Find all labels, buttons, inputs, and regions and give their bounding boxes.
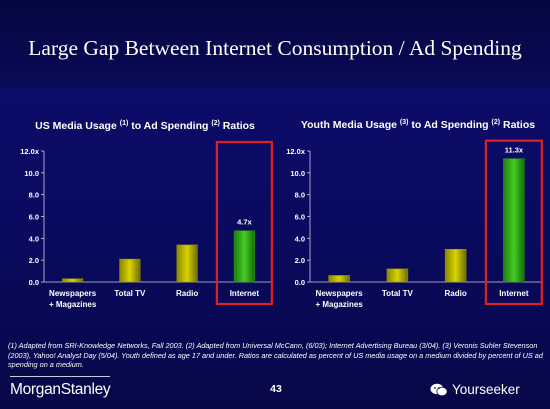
right-bar: [444, 249, 467, 283]
right-category-label: Internet: [499, 289, 529, 298]
left-chart-title: US Media Usage (1) to Ad Spending (2) Ra…: [20, 117, 270, 133]
left-y-tick-label: 12.0x: [20, 147, 40, 156]
slide-title: Large Gap Between Internet Consumption /…: [28, 36, 522, 60]
right-y-tick-label: 0.0: [295, 278, 305, 287]
left-y-tick-label: 8.0: [29, 191, 39, 200]
left-bar: [119, 258, 141, 283]
left-chart-title-footnote-2: (2): [211, 120, 220, 127]
right-data-label: 11.3x: [505, 146, 524, 155]
left-chart-title-part-2: to Ad Spending: [128, 120, 212, 132]
right-y-tick-label: 10.0: [290, 169, 305, 178]
right-y-tick-label: 12.0x: [286, 147, 306, 156]
left-y-tick-label: 0.0: [29, 278, 39, 287]
right-bar: [328, 275, 350, 283]
left-bar: [176, 244, 198, 283]
right-chart-title-footnote-1: (3): [399, 119, 409, 126]
right-category-label: Total TV: [382, 289, 414, 298]
left-y-tick-label: 6.0: [29, 213, 39, 222]
watermark: Yourseeker: [430, 382, 520, 397]
left-y-tick-label: 10.0: [24, 169, 39, 178]
chat-bubble-icon: [430, 383, 448, 396]
right-category-label: Radio: [445, 289, 467, 298]
right-highlight-box: [484, 139, 543, 306]
left-category-label: Internet: [230, 289, 260, 298]
right-category-label: + Magazines: [315, 300, 363, 309]
left-category-label: + Magazines: [49, 300, 97, 309]
left-chart-title-part-1: US Media Usage: [35, 120, 120, 132]
left-highlight-box: [215, 140, 273, 306]
left-category-label: Total TV: [114, 289, 146, 298]
left-category-label: Radio: [176, 289, 198, 298]
left-data-label: 4.7x: [237, 218, 252, 227]
page-number: 43: [270, 383, 282, 395]
right-chart-title-footnote-2: (2): [491, 119, 501, 126]
right-bar: [386, 268, 409, 283]
right-chart-title-part-1: Youth Media Usage: [300, 119, 400, 131]
right-y-tick-label: 8.0: [295, 191, 305, 200]
logo-divider: [10, 376, 110, 377]
left-y-tick-label: 4.0: [29, 234, 39, 243]
right-category-label: Newspapers: [316, 289, 364, 298]
right-y-tick-label: 4.0: [295, 234, 305, 243]
left-chart-title-footnote-1: (1): [119, 120, 129, 127]
left-chart-title-part-3: Ratios: [219, 120, 255, 132]
right-chart-title: Youth Media Usage (3) to Ad Spending (2)…: [300, 116, 536, 132]
left-y-tick-label: 2.0: [29, 256, 39, 265]
left-category-label: Newspapers: [49, 289, 97, 298]
left-bar: [233, 230, 255, 283]
footnote: (1) Adapted from SRI-Knowledge Networks,…: [8, 341, 543, 370]
morgan-stanley-logo: MorganStanley: [10, 381, 111, 398]
right-chart-title-part-2: to Ad Spending: [408, 119, 492, 131]
right-y-tick-label: 2.0: [295, 256, 305, 265]
left-bar: [62, 278, 84, 283]
right-y-tick-label: 6.0: [295, 213, 305, 222]
watermark-text: Yourseeker: [452, 382, 520, 397]
title-bar: Large Gap Between Internet Consumption /…: [0, 0, 550, 88]
right-bar: [503, 158, 525, 283]
right-chart-title-part-3: Ratios: [500, 119, 536, 131]
